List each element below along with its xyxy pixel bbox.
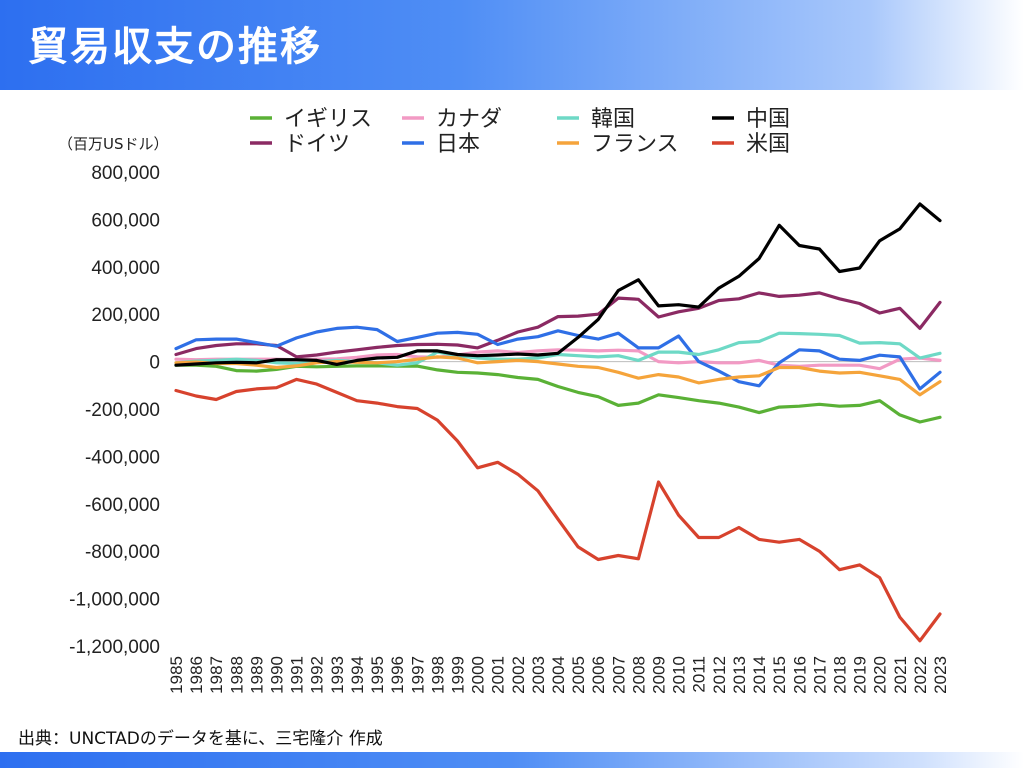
- x-tick-label: 2021: [891, 656, 910, 694]
- source-note: 出典：UNCTADのデータを基に、三宅隆介 作成: [18, 729, 383, 749]
- x-tick-label: 2009: [650, 656, 669, 694]
- x-tick-label: 2001: [489, 656, 508, 694]
- x-tick-label: 2023: [931, 656, 950, 694]
- y-tick-label: -200,000: [85, 400, 160, 421]
- legend-label: 韓国: [591, 107, 635, 132]
- x-tick-label: 2012: [710, 656, 729, 694]
- legend-label: 米国: [746, 132, 790, 157]
- x-tick-label: 2018: [830, 656, 849, 694]
- series-line-イギリス: [174, 363, 942, 424]
- x-tick-label: 1995: [368, 656, 387, 694]
- x-tick-label: 2007: [609, 656, 628, 694]
- series-line-日本: [174, 325, 942, 391]
- x-tick-label: 2005: [569, 656, 588, 694]
- x-tick-label: 1997: [408, 656, 427, 694]
- x-tick-label: 2010: [670, 656, 689, 694]
- legend-label: イギリス: [284, 107, 372, 132]
- y-tick-label: -400,000: [85, 447, 160, 468]
- x-tick-label: 2019: [851, 656, 870, 694]
- x-tick-label: 1998: [428, 656, 447, 694]
- y-tick-label: 800,000: [91, 163, 160, 184]
- x-tick-label: 2000: [469, 656, 488, 694]
- x-tick-label: 1987: [207, 656, 226, 694]
- legend-label: カナダ: [436, 107, 502, 132]
- series-line-ドイツ: [174, 291, 942, 359]
- chart-axes: 800,000 600,000 400,000 200,000 0 -200,000 -40…: [69, 163, 950, 694]
- y-tick-label: -1,000,000: [69, 590, 160, 611]
- x-tick-label: 2017: [810, 656, 829, 694]
- x-tick-label: 2003: [529, 656, 548, 694]
- x-tick-label: 1985: [167, 656, 186, 694]
- legend-label: ドイツ: [284, 132, 350, 157]
- x-tick-label: 1994: [348, 656, 367, 694]
- x-tick-label: 1992: [308, 656, 327, 694]
- x-tick-label: 2002: [509, 656, 528, 694]
- legend-label: フランス: [591, 132, 679, 157]
- x-tick-label: 2020: [871, 656, 890, 694]
- x-tick-label: 2008: [629, 656, 648, 694]
- x-tick-label: 2013: [730, 656, 749, 694]
- bottom-bar: [0, 752, 1024, 768]
- x-tick-label: 2014: [750, 656, 769, 694]
- y-tick-label: -800,000: [85, 542, 160, 563]
- page-title: 貿易収支の推移: [28, 24, 322, 70]
- legend-label: 日本: [436, 132, 480, 157]
- y-tick-label: -1,200,000: [69, 637, 160, 658]
- y-tick-label: 0: [149, 353, 160, 374]
- x-tick-label: 2015: [770, 656, 789, 694]
- series-line-中国: [174, 202, 942, 367]
- series-layer: [174, 202, 942, 643]
- series-line-米国: [174, 377, 942, 643]
- y-tick-label: 200,000: [91, 305, 160, 326]
- x-tick-label: 2022: [911, 656, 930, 694]
- x-tick-label: 1996: [388, 656, 407, 694]
- x-tick-label: 2016: [790, 656, 809, 694]
- y-tick-label: 400,000: [91, 258, 160, 279]
- x-tick-label: 1988: [227, 656, 246, 694]
- x-tick-label: 1989: [247, 656, 266, 694]
- x-tick-label: 2006: [589, 656, 608, 694]
- x-tick-label: 1999: [448, 656, 467, 694]
- series-line-フランス: [174, 355, 942, 397]
- y-axis-unit-label: （百万USドル）: [58, 135, 169, 153]
- x-tick-label: 1991: [288, 656, 307, 694]
- x-tick-label: 1986: [187, 656, 206, 694]
- x-tick-label: 2004: [549, 656, 568, 694]
- title-bar: 貿易収支の推移: [0, 0, 1024, 90]
- x-tick-label: 1990: [268, 656, 287, 694]
- legend-label: 中国: [746, 107, 790, 132]
- y-tick-label: 600,000: [91, 210, 160, 231]
- x-tick-label: 1993: [328, 656, 347, 694]
- y-tick-label: -600,000: [85, 495, 160, 516]
- x-tick-label: 2011: [690, 656, 709, 693]
